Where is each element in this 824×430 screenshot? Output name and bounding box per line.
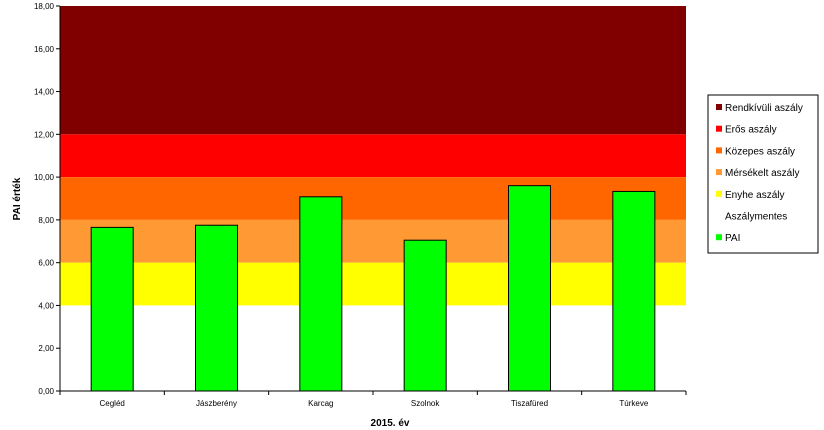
- drought-bands: [60, 6, 686, 391]
- bar-2: [299, 196, 343, 392]
- y-tick-label-9: 18,00: [34, 2, 55, 11]
- x-tick-label-1: Jászberény: [196, 399, 237, 408]
- bar-4: [508, 185, 551, 392]
- legend-label-5: Aszálymentes: [725, 212, 787, 223]
- legend-label-0: Rendkívüli aszály: [725, 103, 803, 114]
- legend-label-1: Erős aszály: [725, 125, 777, 136]
- y-tick-label-7: 14,00: [34, 88, 55, 97]
- legend-swatch-5: [716, 212, 722, 219]
- legend: Rendkívüli aszály Erős aszály Közepes aszá…: [707, 94, 819, 254]
- x-ticks: Cegléd Jászberény Karcag Szolnok Tiszafüred T…: [59, 391, 687, 408]
- y-tick-label-8: 16,00: [34, 45, 55, 54]
- y-tick-label-6: 12,00: [34, 130, 55, 139]
- legend-swatch-0: [716, 104, 722, 110]
- x-tick-label-2: Karcag: [308, 399, 333, 408]
- band-5: [60, 305, 686, 391]
- y-tick-label-5: 10,00: [34, 173, 55, 182]
- legend-label-3: Mérsékelt aszály: [725, 168, 799, 179]
- band-3: [60, 219, 686, 263]
- bar-5: [612, 190, 656, 392]
- y-tick-label-2: 4,00: [38, 301, 54, 310]
- legend-label-2: Közepes aszály: [725, 146, 795, 157]
- band-0: [60, 6, 686, 135]
- x-axis-title: 2015. év: [371, 418, 410, 429]
- x-tick-label-4: Tiszafüred: [511, 399, 548, 408]
- legend-label-4: Enyhe aszály: [725, 190, 784, 201]
- bar-1: [195, 224, 238, 392]
- band-2: [60, 177, 686, 220]
- legend-swatch-3: [716, 169, 722, 176]
- band-4: [60, 262, 686, 306]
- y-tick-label-4: 8,00: [38, 216, 54, 225]
- y-tick-label-3: 6,00: [38, 259, 54, 268]
- legend-box: [707, 94, 819, 254]
- band-1: [60, 134, 686, 178]
- legend-swatch-2: [716, 147, 722, 154]
- legend-swatch-6: [716, 234, 722, 241]
- legend-swatch-1: [716, 125, 722, 132]
- x-tick-label-5: Túrkeve: [619, 399, 648, 408]
- bar-0: [90, 226, 134, 392]
- x-tick-label-0: Cegléd: [99, 399, 124, 408]
- x-tick-label-3: Szolnok: [411, 399, 440, 408]
- legend-label-6: PAI: [725, 233, 740, 244]
- y-tick-label-0: 0,00: [38, 387, 54, 396]
- y-ticks: 0,00 2,00 4,00 6,00 8,00 10,00 12,00 14,00 16,00…: [34, 2, 60, 396]
- bar-3: [403, 239, 447, 392]
- legend-swatch-4: [716, 190, 722, 197]
- y-axis-title: PAI érték: [12, 177, 23, 220]
- y-tick-label-1: 2,00: [38, 344, 54, 353]
- bars: [90, 185, 656, 392]
